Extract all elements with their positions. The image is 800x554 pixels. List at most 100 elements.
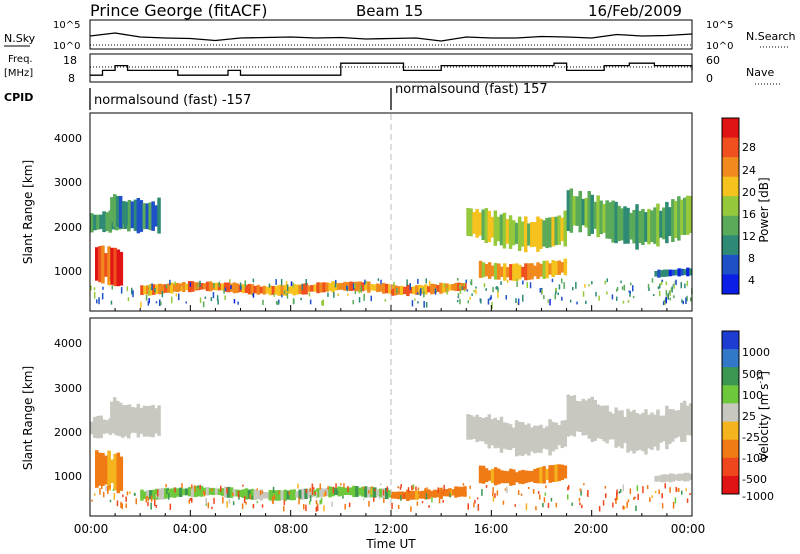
heatmap-speckle [475, 289, 477, 295]
heatmap-speckle [309, 500, 311, 505]
heatmap-speckle [450, 489, 453, 496]
heatmap-cell [663, 269, 667, 277]
heatmap-cell [671, 199, 675, 242]
heatmap-cell [656, 203, 660, 247]
heatmap-cell [343, 281, 347, 291]
heatmap-cell [208, 487, 213, 495]
heatmap-speckle [629, 290, 631, 295]
heatmap-cell [265, 492, 270, 499]
heatmap-speckle [399, 486, 402, 490]
heatmap-cell [530, 427, 534, 452]
heatmap-speckle [470, 279, 473, 286]
heatmap-cell [665, 201, 669, 244]
power-colorbar-segment [722, 137, 739, 158]
heatmap-cell [268, 285, 273, 296]
heatmap-cell [671, 409, 675, 442]
heatmap-speckle [110, 300, 113, 305]
velocity-colorbar-label-end: ] [757, 371, 771, 376]
velocity-colorbar-segment [722, 475, 739, 495]
heatmap-cell [164, 284, 168, 293]
heatmap-speckle [384, 299, 387, 302]
heatmap-speckle [403, 493, 405, 499]
heatmap-cell [593, 399, 597, 441]
heatmap-cell [98, 246, 102, 283]
heatmap-cell [121, 201, 126, 225]
heatmap-cell [650, 210, 654, 242]
heatmap-cell [349, 487, 353, 496]
heatmap-cell [475, 414, 479, 443]
heatmap-speckle [630, 282, 632, 286]
heatmap-speckle [374, 488, 376, 492]
heatmap-cell [557, 425, 561, 446]
heatmap-cell [113, 453, 117, 491]
heatmap-cell [680, 402, 684, 442]
heatmap-speckle [598, 505, 601, 512]
heatmap-cell [164, 488, 168, 499]
heatmap-speckle [308, 292, 311, 297]
heatmap-speckle [157, 489, 159, 497]
heatmap-speckle [347, 486, 349, 493]
heatmap-cell [484, 417, 488, 445]
heatmap-speckle [456, 300, 459, 303]
heatmap-cell [394, 285, 398, 296]
heatmap-speckle [292, 282, 295, 288]
heatmap-cell [506, 471, 510, 484]
heatmap-cell [146, 490, 150, 500]
velocity-ytick-3000: 3000 [54, 382, 82, 395]
heatmap-speckle [161, 291, 164, 298]
heatmap-cell [557, 260, 561, 275]
heatmap-speckle [213, 282, 215, 288]
heatmap-cell [469, 415, 473, 440]
heatmap-speckle [210, 297, 213, 302]
heatmap-cell [539, 263, 543, 277]
heatmap-speckle [661, 279, 664, 282]
heatmap-speckle [582, 291, 585, 297]
heatmap-speckle [619, 489, 622, 493]
heatmap-speckle [298, 497, 300, 505]
heatmap-speckle [685, 488, 687, 492]
heatmap-speckle [277, 301, 280, 305]
heatmap-speckle [661, 280, 663, 285]
heatmap-cell [400, 285, 404, 295]
heatmap-speckle [145, 496, 147, 503]
heatmap-cell [689, 195, 693, 233]
heatmap-cell [226, 486, 231, 498]
heatmap-cell [668, 207, 672, 236]
heatmap-cell [617, 205, 621, 242]
heatmap-cell [481, 465, 486, 484]
heatmap-cell [104, 455, 108, 485]
heatmap-speckle [490, 295, 492, 300]
heatmap-speckle [94, 493, 96, 496]
heatmap-cell [325, 282, 329, 292]
heatmap-speckle [675, 279, 677, 286]
heatmap-cell [611, 200, 615, 243]
heatmap-speckle [140, 301, 142, 308]
heatmap-speckle [587, 489, 589, 497]
power-colorbar-segment [722, 118, 739, 139]
heatmap-speckle [346, 285, 348, 290]
heatmap-speckle [483, 283, 486, 288]
heatmap-cell [653, 414, 657, 447]
heatmap-cell [271, 285, 276, 295]
heatmap-speckle [249, 494, 251, 500]
heatmap-speckle [476, 505, 478, 509]
heatmap-speckle [379, 483, 382, 486]
heatmap-cell [370, 284, 374, 291]
heatmap-speckle [555, 502, 558, 508]
heatmap-speckle [155, 494, 158, 498]
heatmap-speckle [591, 281, 593, 285]
heatmap-speckle [199, 484, 201, 490]
heatmap-speckle [154, 499, 156, 507]
heatmap-cell [124, 404, 129, 433]
heatmap-cell [433, 489, 437, 498]
heatmap-cell [475, 209, 479, 238]
heatmap-cell [620, 410, 624, 449]
heatmap-speckle [150, 495, 153, 502]
heatmap-cell [110, 459, 114, 483]
heatmap-cell [107, 246, 111, 285]
heatmap-speckle [275, 279, 277, 285]
heatmap-speckle [315, 491, 318, 499]
heatmap-speckle [532, 489, 535, 494]
heatmap-speckle [233, 299, 236, 304]
velocity-colorbar-segment [722, 457, 739, 477]
